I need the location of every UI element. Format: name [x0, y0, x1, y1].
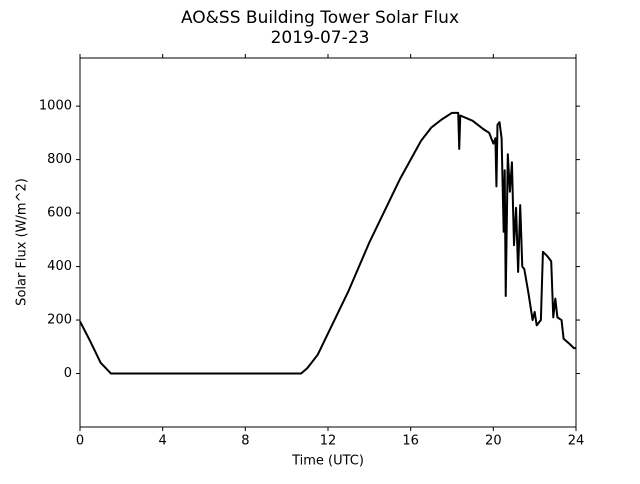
chart-subtitle: 2019-07-23 [271, 28, 370, 48]
y-tick-label: 200 [47, 313, 72, 328]
y-tick-label: 800 [47, 152, 72, 167]
y-tick-label: 1000 [39, 99, 72, 114]
y-tick-label: 0 [64, 366, 72, 381]
x-tick-label: 16 [402, 434, 419, 449]
y-tick-label: 600 [47, 206, 72, 221]
x-tick-label: 20 [485, 434, 502, 449]
plot-frame [79, 57, 577, 428]
x-tick-label: 4 [159, 434, 167, 449]
y-axis-label: Solar Flux (W/m^2) [15, 178, 30, 306]
x-axis-label: Time (UTC) [291, 454, 364, 469]
x-tick-label: 0 [76, 434, 84, 449]
x-tick-label: 24 [568, 434, 585, 449]
y-tick-label: 400 [47, 259, 72, 274]
x-tick-label: 12 [320, 434, 337, 449]
flux-line [79, 111, 576, 375]
x-tick-label: 8 [241, 434, 249, 449]
chart-title: AO&SS Building Tower Solar Flux [181, 8, 459, 28]
